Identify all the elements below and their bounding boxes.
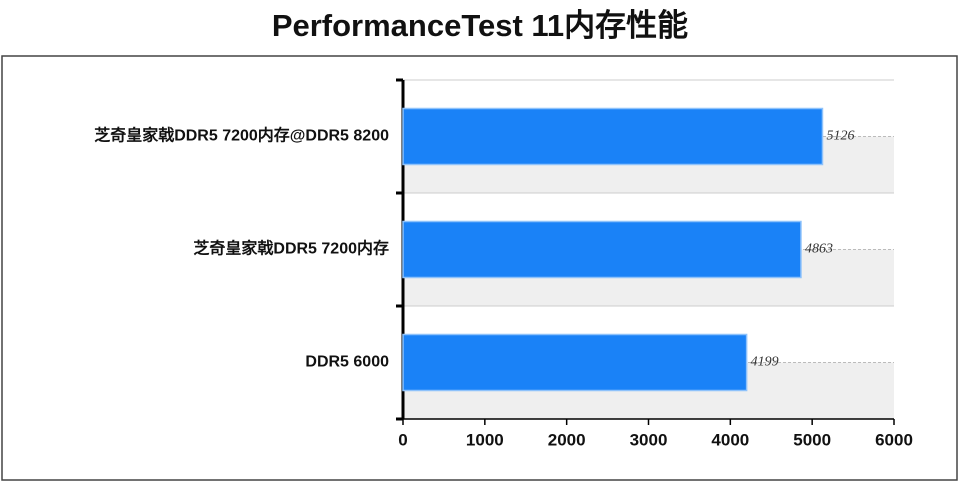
y-tick-label: 芝奇皇家戟DDR5 7200内存 — [193, 239, 389, 258]
bar — [402, 220, 802, 279]
x-tick-label: 6000 — [875, 430, 913, 449]
x-tick-label: 2000 — [548, 430, 586, 449]
y-tick-label: 芝奇皇家戟DDR5 7200内存@DDR5 8200 — [94, 126, 389, 145]
bar — [402, 107, 824, 166]
x-tick-label: 4000 — [711, 430, 749, 449]
value-label: 5126 — [826, 129, 854, 144]
y-tick-label: DDR5 6000 — [305, 354, 389, 371]
x-tick-label: 3000 — [630, 430, 668, 449]
x-tick-label: 5000 — [793, 430, 831, 449]
bar — [402, 333, 748, 392]
value-label: 4863 — [805, 242, 833, 257]
value-label: 4199 — [751, 355, 779, 370]
chart-title: PerformanceTest 11内存性能 — [272, 8, 688, 43]
x-tick-label: 0 — [398, 430, 407, 449]
x-tick-label: 1000 — [466, 430, 504, 449]
